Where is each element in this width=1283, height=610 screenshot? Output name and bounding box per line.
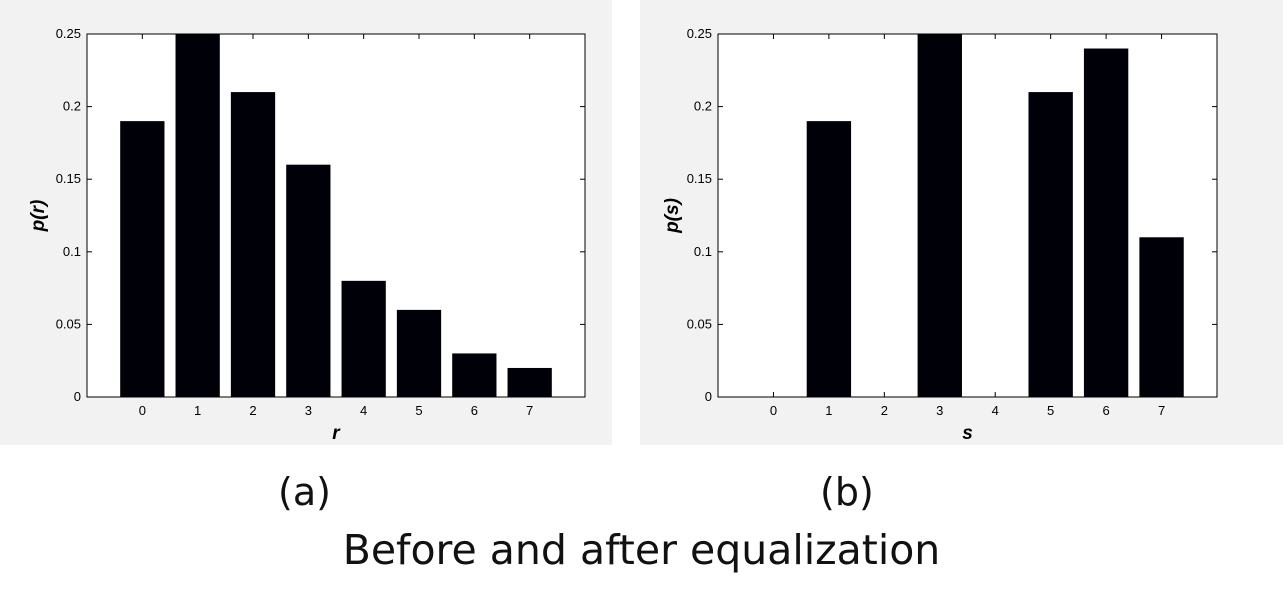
axes-frame (717, 33, 1218, 398)
bar-5 (396, 309, 442, 397)
y-tick-label: 0.05 (56, 316, 81, 331)
bar-6 (452, 353, 497, 397)
x-tick-label: 1 (825, 403, 832, 418)
bar-2 (230, 92, 276, 397)
x-tick-label: 3 (936, 403, 943, 418)
y-tick-label: 0.15 (56, 171, 81, 186)
x-tick-label: 4 (360, 403, 367, 418)
x-tick-label: 7 (1158, 403, 1165, 418)
y-axis-label: p(r) (28, 200, 49, 233)
y-tick-label: 0.25 (56, 26, 81, 41)
bar-6 (1083, 48, 1129, 398)
figure-caption: Before and after equalization (342, 526, 941, 574)
y-tick-label: 0.1 (63, 244, 81, 259)
x-tick-label: 3 (305, 403, 312, 418)
plot-area (718, 34, 1217, 397)
axes-frame (86, 33, 586, 398)
y-axis-label: p(s) (662, 198, 683, 234)
caption-a: (a) (278, 470, 331, 514)
x-tick-label: 6 (1102, 403, 1109, 418)
x-tick-label: 5 (1047, 403, 1054, 418)
x-tick-label: 0 (139, 403, 146, 418)
bar-5 (1028, 92, 1073, 397)
y-tick-label: 0.15 (687, 171, 712, 186)
y-tick-label: 0 (74, 389, 81, 404)
x-tick-label: 5 (415, 403, 422, 418)
y-tick-label: 0.25 (687, 26, 712, 41)
bar-3 (917, 34, 962, 397)
x-tick-label: 1 (194, 403, 201, 418)
y-tick-label: 0.2 (63, 99, 81, 114)
x-tick-label: 7 (526, 403, 533, 418)
x-axis-label: s (962, 423, 973, 444)
plot-area (87, 34, 585, 397)
y-tick-label: 0.1 (694, 244, 712, 259)
bar-1 (175, 34, 220, 397)
bar-4 (341, 280, 386, 397)
x-tick-label: 2 (881, 403, 888, 418)
x-axis-label: r (332, 423, 341, 444)
x-tick-label: 0 (770, 403, 777, 418)
x-tick-label: 6 (471, 403, 478, 418)
y-tick-label: 0.2 (694, 99, 712, 114)
y-tick-label: 0 (705, 389, 712, 404)
bar-7 (1139, 237, 1184, 397)
caption-b: (b) (820, 470, 874, 514)
x-tick-label: 4 (992, 403, 999, 418)
bar-3 (286, 164, 331, 397)
bar-1 (806, 121, 852, 398)
y-tick-label: 0.05 (687, 316, 712, 331)
bar-0 (120, 121, 165, 398)
x-tick-label: 2 (249, 403, 256, 418)
